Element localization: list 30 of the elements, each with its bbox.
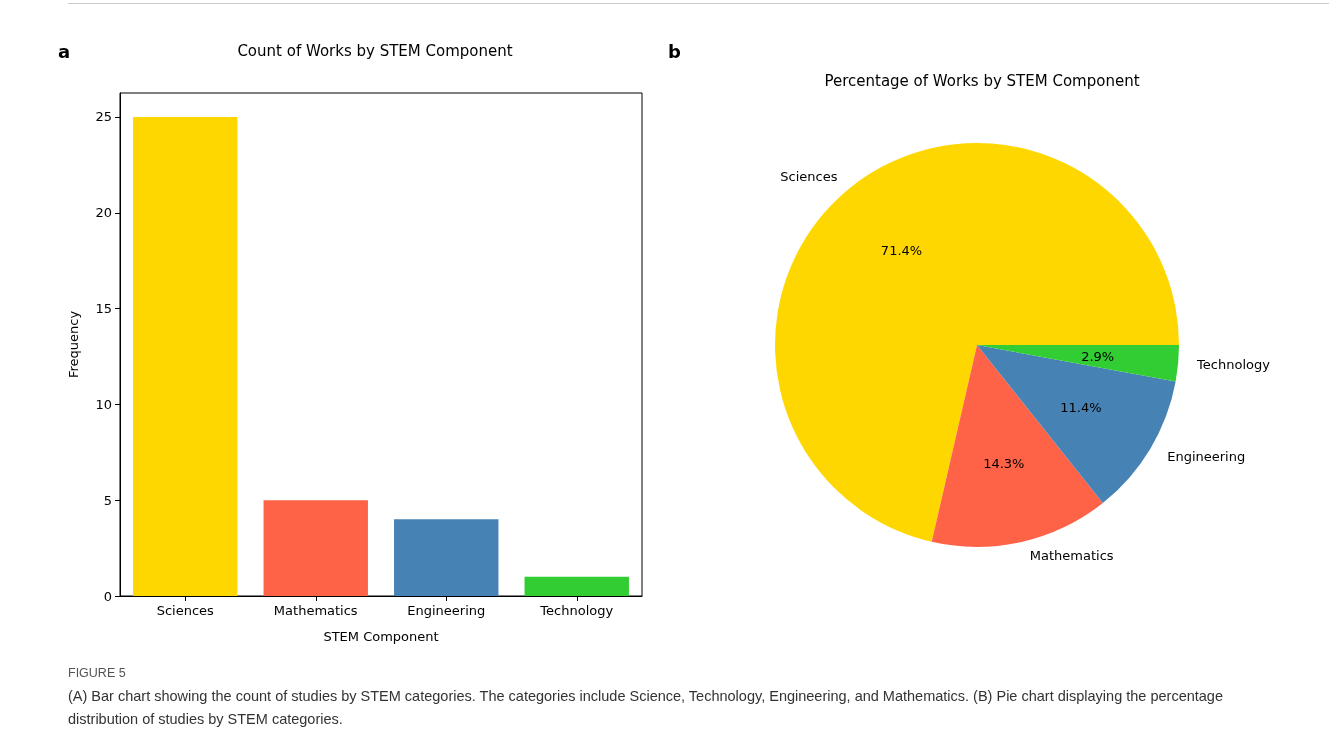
text: b xyxy=(668,40,681,62)
y-tick-label: 0 xyxy=(103,588,112,604)
chart-title: Count of Works by STEM Component xyxy=(237,41,513,60)
data-label: 2.9% xyxy=(1081,348,1115,364)
data-label: 71.4% xyxy=(880,242,923,258)
bar xyxy=(524,576,629,596)
y-tick-label: 10 xyxy=(95,396,112,412)
text: a xyxy=(58,40,71,62)
bar xyxy=(133,116,238,596)
y-tick-label: 15 xyxy=(95,301,112,317)
text: (A) Bar chart showing the count of studies by STEM categories. The categories include Science, Technology, Engineering, and Mathematics. (B) Pie chart displaying the percentage distribution of studies by STEM categories. xyxy=(68,687,1224,729)
slice-label: Sciences xyxy=(780,168,838,184)
bar xyxy=(394,519,499,596)
slice-label: Technology xyxy=(1196,357,1271,373)
bar xyxy=(263,500,368,596)
chart-title: Percentage of Works by STEM Component xyxy=(824,71,1140,90)
y-axis-title: Frequency xyxy=(66,310,81,379)
slice-label: Mathematics xyxy=(1029,548,1114,564)
caption: FIGURE 5 xyxy=(68,665,127,682)
x-tick-label: Mathematics xyxy=(273,603,358,618)
x-tick-label: Sciences xyxy=(156,603,215,618)
y-tick-label: 20 xyxy=(95,205,112,221)
y-tick-label: 25 xyxy=(95,109,112,125)
data-label: 11.4% xyxy=(1060,399,1102,415)
x-tick-label: Engineering xyxy=(407,603,486,618)
x-axis-title: STEM Component xyxy=(323,629,439,644)
y-tick-label: 5 xyxy=(103,492,112,508)
slice-label: Engineering xyxy=(1167,448,1246,464)
data-label: 14.3% xyxy=(983,455,1025,471)
x-tick-label: Technology xyxy=(539,603,614,618)
